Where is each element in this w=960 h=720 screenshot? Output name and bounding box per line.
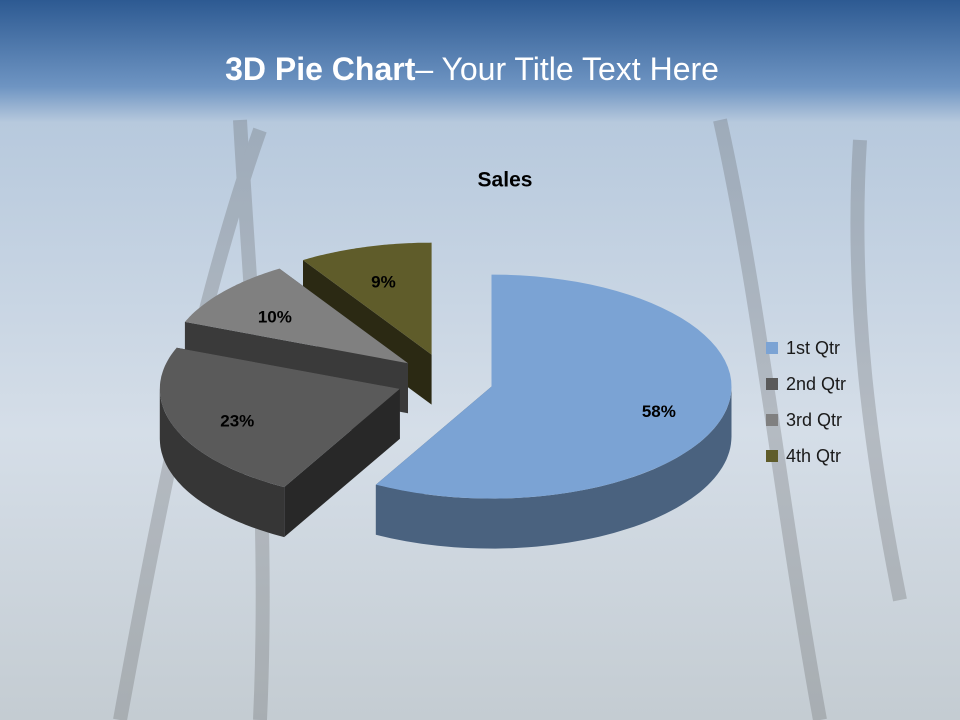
legend-label: 4th Qtr bbox=[786, 446, 841, 466]
slice-side bbox=[159, 388, 285, 538]
slide-title-bold: 3D Pie Chart bbox=[225, 51, 416, 87]
slice bbox=[159, 347, 400, 488]
chart-title: Sales bbox=[478, 169, 533, 192]
slice-side bbox=[375, 386, 732, 549]
data-label: 58% bbox=[642, 402, 676, 421]
legend-label: 1st Qtr bbox=[786, 338, 840, 358]
legend: 1st Qtr 2nd Qtr 3rd Qtr 4th Qtr bbox=[766, 338, 846, 466]
slice bbox=[375, 274, 732, 499]
data-label: 10% bbox=[258, 307, 292, 326]
legend-swatch bbox=[766, 342, 778, 354]
data-label: 23% bbox=[220, 412, 254, 431]
slice bbox=[303, 242, 432, 355]
slide-title: 3D Pie Chart– Your Title Text Here bbox=[225, 51, 719, 87]
legend-label: 2nd Qtr bbox=[786, 374, 846, 394]
slide-title-rest: – Your Title Text Here bbox=[415, 51, 719, 87]
legend-label: 3rd Qtr bbox=[786, 410, 842, 430]
legend-swatch bbox=[766, 378, 778, 390]
slice bbox=[184, 268, 408, 364]
data-label: 9% bbox=[371, 273, 396, 292]
pie: 58% 23% 10% 9% bbox=[159, 242, 732, 549]
legend-swatch bbox=[766, 414, 778, 426]
legend-swatch bbox=[766, 450, 778, 462]
